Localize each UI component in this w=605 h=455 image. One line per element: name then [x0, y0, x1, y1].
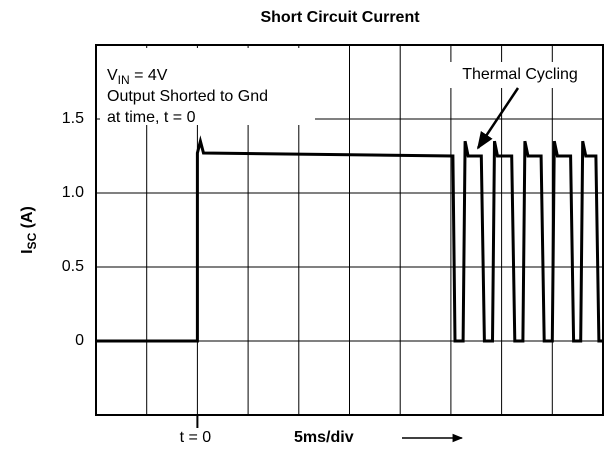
chart-title: Short Circuit Current	[260, 9, 420, 26]
x-axis-label: 5ms/div	[294, 429, 354, 446]
annotation: Output Shorted to Gnd	[107, 88, 268, 105]
y-tick-label: 1.0	[62, 184, 84, 201]
y-tick-label: 0	[75, 332, 84, 349]
y-tick-label: 0.5	[62, 258, 84, 275]
x-tick-label: t = 0	[180, 429, 212, 446]
annotation-bg	[440, 62, 600, 88]
y-tick-label: 1.5	[62, 110, 84, 127]
plot	[96, 135, 603, 343]
y-axis-label: ISC (A)	[19, 206, 39, 254]
annotation-bg	[100, 48, 315, 125]
series-line	[96, 135, 603, 343]
annotation-arrow	[476, 87, 520, 150]
annotation: VIN = 4V	[107, 67, 168, 87]
annotation: Thermal Cycling	[462, 66, 578, 83]
plot-border	[95, 44, 604, 416]
annotation: at time, t = 0	[107, 109, 196, 126]
